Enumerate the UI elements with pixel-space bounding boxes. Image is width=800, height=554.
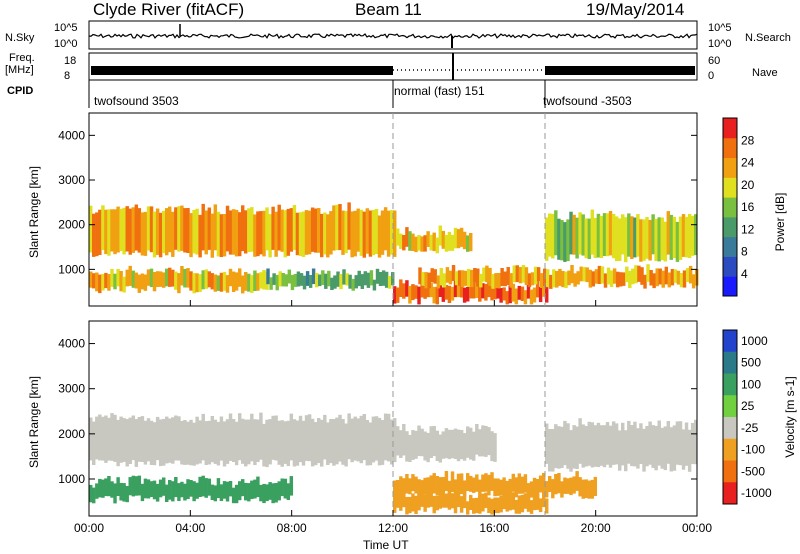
time-xtick-label-3: 08:00 (277, 521, 307, 535)
power-colorbar-tick-2: 8 (741, 245, 748, 259)
time-xtick-label-6: 20:00 (581, 521, 611, 535)
velocity-ytick-label-4000: 4000 (58, 337, 85, 351)
nsearch-tick-low: 10^0 (708, 38, 732, 50)
power-colorbar-tick-7: 28 (741, 133, 755, 147)
power-band-5 (393, 279, 549, 305)
velocity-ytick-label-1000: 1000 (58, 472, 85, 486)
velocity-band-3 (393, 424, 497, 463)
power-colorbar-frame (722, 117, 738, 297)
power-ytick-label-2000: 2000 (58, 218, 85, 232)
cpid-segment-label-1: twofsound 3503 (94, 94, 179, 108)
velocity-colorbar-frame (722, 329, 738, 505)
cpid-segment-label-3: twofsound -3503 (543, 94, 632, 108)
power-colorbar-tick-4: 16 (741, 200, 755, 214)
nsky-label: N.Sky (5, 32, 35, 44)
velocity-colorbar-tick-4: 25 (741, 399, 755, 413)
power-colorbar-tick-6: 24 (741, 156, 755, 170)
nave-tick-low: 0 (708, 70, 715, 82)
nave-label: Nave (752, 67, 778, 79)
nsky-tick-low: 10^0 (54, 38, 78, 50)
power-colorbar-tick-3: 12 (741, 222, 755, 236)
freq-bar-segment-1 (91, 66, 393, 75)
cpid-label: CPID (7, 85, 34, 97)
velocity-colorbar-tick-1: 1000 (741, 334, 768, 348)
velocity-band-6 (545, 418, 698, 472)
station-title: Clyde River (fitACF) (93, 0, 245, 19)
time-xtick-label-1: 00:00 (74, 521, 104, 535)
time-xtick-label-4: 12:00 (378, 521, 408, 535)
time-xtick-label-7: 00:00 (682, 521, 712, 535)
velocity-colorbar-tick-2: 500 (741, 356, 761, 370)
velocity-band-5 (393, 471, 598, 499)
velocity-colorbar (723, 330, 737, 505)
freq-label: Freq. (9, 52, 35, 64)
power-colorbar (723, 118, 737, 297)
power-colorbar-tick-5: 20 (741, 178, 755, 192)
power-band-1 (89, 202, 397, 258)
velocity-colorbar-tick-6: -100 (741, 443, 765, 457)
velocity-ytick-label-2000: 2000 (58, 427, 85, 441)
power-ytick-label-1000: 1000 (58, 262, 85, 276)
freq-tick-low: 8 (64, 70, 71, 82)
time-xtick-label-5: 16:00 (479, 521, 509, 535)
time-xtick-label-2: 04:00 (175, 521, 205, 535)
nsky-series-line (88, 33, 698, 40)
power-band-2 (89, 265, 269, 294)
velocity-colorbar-tick-5: -25 (741, 421, 759, 435)
cpid-segment-label-2: normal (fast) 151 (394, 84, 485, 98)
velocity-band-4 (393, 488, 549, 515)
beam-title: Beam 11 (355, 0, 422, 19)
date-title: 19/May/2014 (586, 0, 685, 19)
velocity-colorbar-tick-3: 100 (741, 377, 761, 391)
power-band-3 (266, 268, 395, 291)
velocity-band-1 (89, 412, 397, 468)
power-ytick-label-4000: 4000 (58, 128, 85, 142)
nsky-panel-frame (88, 20, 698, 50)
power-band-7 (545, 209, 698, 263)
nsearch-label: N.Search (745, 32, 791, 44)
freq-tick-high: 18 (64, 55, 77, 67)
velocity-band-2 (89, 475, 294, 504)
time-axis-label: Time UT (363, 538, 409, 552)
nsky-tick-high: 10^5 (54, 22, 78, 34)
nsearch-tick-high: 10^5 (708, 22, 732, 34)
power-ytick-label-3000: 3000 (58, 173, 85, 187)
velocity-colorbar-tick-7: -500 (741, 464, 765, 478)
power-colorbar-tick-1: 4 (741, 267, 748, 281)
power-band-4 (393, 225, 473, 254)
freq-bar-segment-3 (545, 66, 695, 75)
nave-tick-high: 60 (708, 55, 721, 67)
freq-unit-label: [MHz] (5, 64, 34, 76)
velocity-colorbar-tick-8: -1000 (741, 486, 772, 500)
velocity-ytick-label-3000: 3000 (58, 382, 85, 396)
